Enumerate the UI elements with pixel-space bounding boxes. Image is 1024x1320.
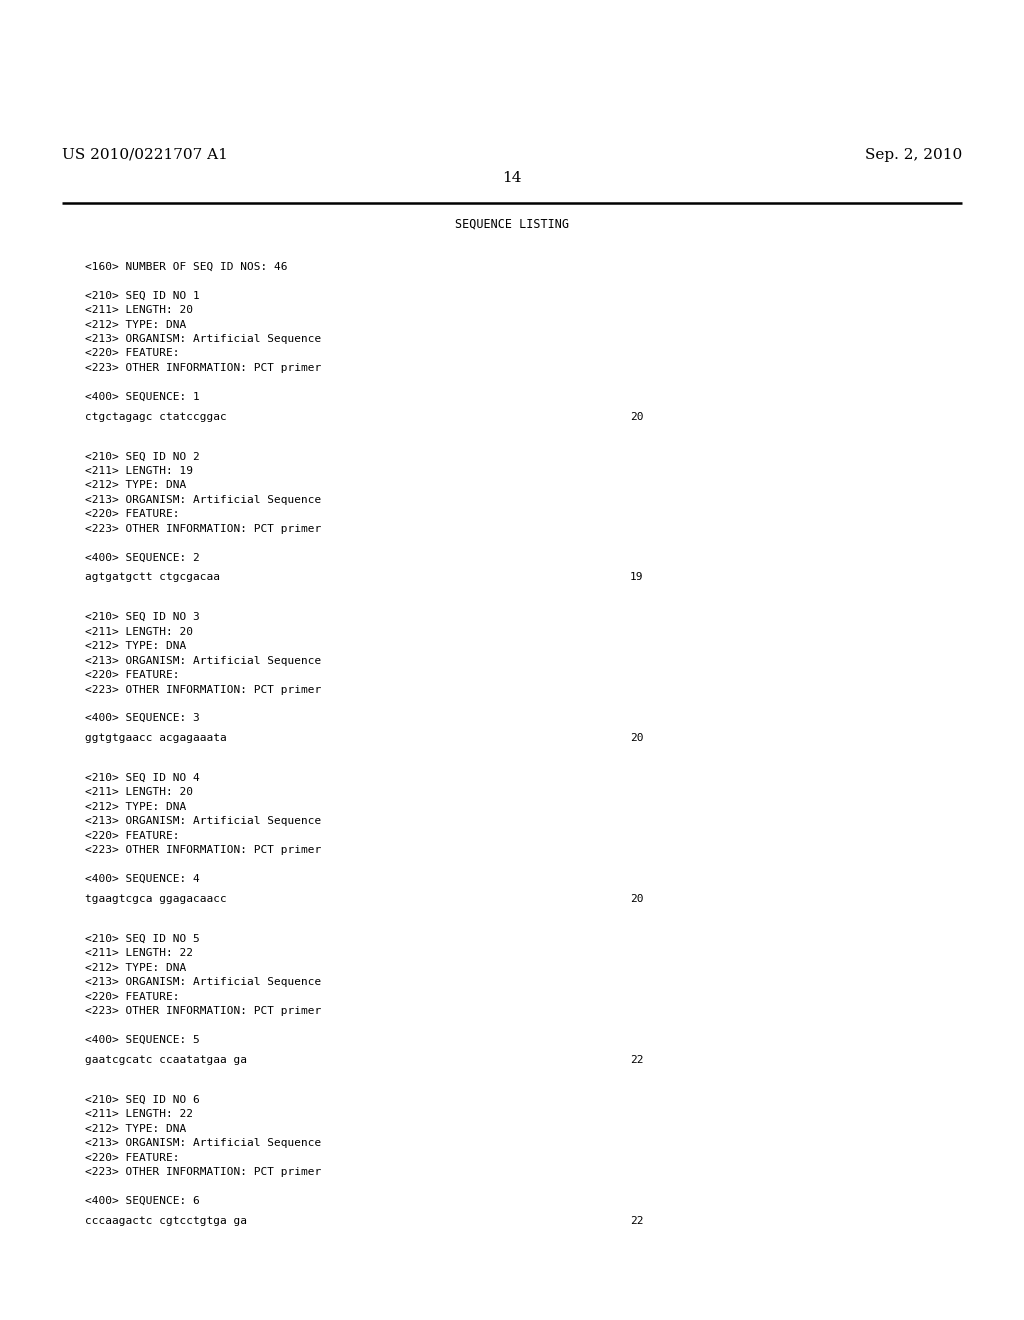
Text: <211> LENGTH: 20: <211> LENGTH: 20 (85, 788, 193, 797)
Text: <223> OTHER INFORMATION: PCT primer: <223> OTHER INFORMATION: PCT primer (85, 363, 322, 374)
Text: <223> OTHER INFORMATION: PCT primer: <223> OTHER INFORMATION: PCT primer (85, 845, 322, 855)
Text: <212> TYPE: DNA: <212> TYPE: DNA (85, 1123, 186, 1134)
Text: <213> ORGANISM: Artificial Sequence: <213> ORGANISM: Artificial Sequence (85, 495, 322, 504)
Text: <160> NUMBER OF SEQ ID NOS: 46: <160> NUMBER OF SEQ ID NOS: 46 (85, 261, 288, 272)
Text: tgaagtcgca ggagacaacc: tgaagtcgca ggagacaacc (85, 894, 226, 904)
Text: 19: 19 (630, 573, 643, 582)
Text: <220> FEATURE:: <220> FEATURE: (85, 671, 179, 680)
Text: <212> TYPE: DNA: <212> TYPE: DNA (85, 642, 186, 651)
Text: <220> FEATURE:: <220> FEATURE: (85, 510, 179, 519)
Text: <400> SEQUENCE: 1: <400> SEQUENCE: 1 (85, 392, 200, 401)
Text: <210> SEQ ID NO 5: <210> SEQ ID NO 5 (85, 933, 200, 944)
Text: <211> LENGTH: 19: <211> LENGTH: 19 (85, 466, 193, 475)
Text: <210> SEQ ID NO 6: <210> SEQ ID NO 6 (85, 1094, 200, 1105)
Text: <211> LENGTH: 22: <211> LENGTH: 22 (85, 1109, 193, 1119)
Text: <210> SEQ ID NO 2: <210> SEQ ID NO 2 (85, 451, 200, 461)
Text: <220> FEATURE:: <220> FEATURE: (85, 991, 179, 1002)
Text: <210> SEQ ID NO 3: <210> SEQ ID NO 3 (85, 612, 200, 622)
Text: <213> ORGANISM: Artificial Sequence: <213> ORGANISM: Artificial Sequence (85, 816, 322, 826)
Text: 22: 22 (630, 1055, 643, 1065)
Text: <210> SEQ ID NO 4: <210> SEQ ID NO 4 (85, 774, 200, 783)
Text: cccaagactc cgtcctgtga ga: cccaagactc cgtcctgtga ga (85, 1216, 247, 1225)
Text: gaatcgcatc ccaatatgaa ga: gaatcgcatc ccaatatgaa ga (85, 1055, 247, 1065)
Text: <211> LENGTH: 20: <211> LENGTH: 20 (85, 627, 193, 636)
Text: <213> ORGANISM: Artificial Sequence: <213> ORGANISM: Artificial Sequence (85, 1138, 322, 1148)
Text: Sep. 2, 2010: Sep. 2, 2010 (864, 148, 962, 162)
Text: 20: 20 (630, 894, 643, 904)
Text: <220> FEATURE:: <220> FEATURE: (85, 348, 179, 359)
Text: <223> OTHER INFORMATION: PCT primer: <223> OTHER INFORMATION: PCT primer (85, 1006, 322, 1016)
Text: <213> ORGANISM: Artificial Sequence: <213> ORGANISM: Artificial Sequence (85, 334, 322, 345)
Text: <212> TYPE: DNA: <212> TYPE: DNA (85, 962, 186, 973)
Text: <210> SEQ ID NO 1: <210> SEQ ID NO 1 (85, 290, 200, 301)
Text: ctgctagagc ctatccggac: ctgctagagc ctatccggac (85, 412, 226, 421)
Text: 22: 22 (630, 1216, 643, 1225)
Text: <213> ORGANISM: Artificial Sequence: <213> ORGANISM: Artificial Sequence (85, 977, 322, 987)
Text: <220> FEATURE:: <220> FEATURE: (85, 1152, 179, 1163)
Text: <400> SEQUENCE: 6: <400> SEQUENCE: 6 (85, 1196, 200, 1205)
Text: <400> SEQUENCE: 2: <400> SEQUENCE: 2 (85, 552, 200, 562)
Text: <400> SEQUENCE: 5: <400> SEQUENCE: 5 (85, 1035, 200, 1044)
Text: <223> OTHER INFORMATION: PCT primer: <223> OTHER INFORMATION: PCT primer (85, 1167, 322, 1177)
Text: <220> FEATURE:: <220> FEATURE: (85, 830, 179, 841)
Text: 20: 20 (630, 733, 643, 743)
Text: US 2010/0221707 A1: US 2010/0221707 A1 (62, 148, 228, 162)
Text: <212> TYPE: DNA: <212> TYPE: DNA (85, 480, 186, 490)
Text: <400> SEQUENCE: 4: <400> SEQUENCE: 4 (85, 874, 200, 884)
Text: SEQUENCE LISTING: SEQUENCE LISTING (455, 218, 569, 231)
Text: 20: 20 (630, 412, 643, 421)
Text: <211> LENGTH: 20: <211> LENGTH: 20 (85, 305, 193, 315)
Text: ggtgtgaacc acgagaaata: ggtgtgaacc acgagaaata (85, 733, 226, 743)
Text: <211> LENGTH: 22: <211> LENGTH: 22 (85, 948, 193, 958)
Text: 14: 14 (502, 172, 522, 185)
Text: <213> ORGANISM: Artificial Sequence: <213> ORGANISM: Artificial Sequence (85, 656, 322, 665)
Text: <400> SEQUENCE: 3: <400> SEQUENCE: 3 (85, 713, 200, 723)
Text: <212> TYPE: DNA: <212> TYPE: DNA (85, 319, 186, 330)
Text: <223> OTHER INFORMATION: PCT primer: <223> OTHER INFORMATION: PCT primer (85, 685, 322, 694)
Text: agtgatgctt ctgcgacaa: agtgatgctt ctgcgacaa (85, 573, 220, 582)
Text: <223> OTHER INFORMATION: PCT primer: <223> OTHER INFORMATION: PCT primer (85, 524, 322, 533)
Text: <212> TYPE: DNA: <212> TYPE: DNA (85, 803, 186, 812)
